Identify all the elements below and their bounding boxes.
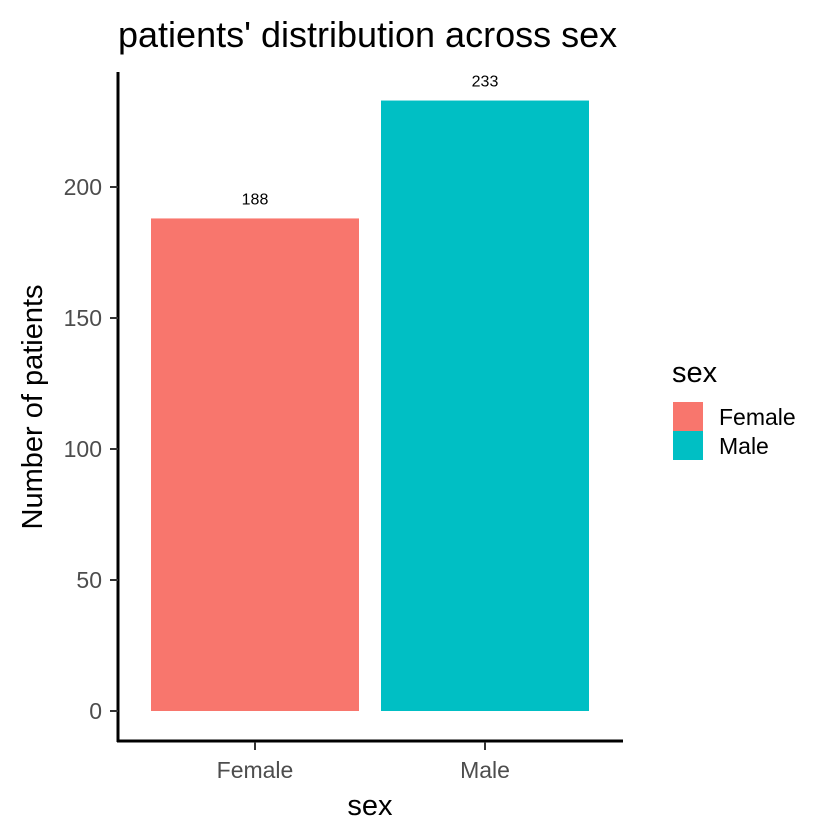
legend-title: sex [672,357,718,389]
data-label-male: 233 [472,74,499,91]
legend-label-male: Male [719,433,769,459]
y-tick-label-0: 0 [89,698,102,724]
y-tick-label-50: 50 [76,567,102,593]
bar-female [151,218,359,711]
x-axis-ticks: Female Male [217,742,510,783]
legend-label-female: Female [719,404,796,430]
x-tick-label-male: Male [460,757,510,783]
chart-title: patients' distribution across sex [118,14,617,55]
x-tick-label-female: Female [217,757,294,783]
x-axis-title: sex [347,790,393,822]
y-axis-ticks: 0 50 100 150 200 [64,174,118,724]
legend-swatch-female [673,402,703,431]
bars-group [151,100,589,712]
y-tick-label-200: 200 [64,174,102,200]
data-labels-group: 188 233 [242,74,499,209]
bar-male [381,100,589,712]
y-tick-label-150: 150 [64,305,102,331]
legend: sex Female Male [672,357,796,460]
data-label-female: 188 [242,191,269,208]
legend-entries: Female Male [673,402,796,460]
y-tick-label-100: 100 [64,436,102,462]
legend-swatch-male [673,431,703,460]
y-axis-title: Number of patients [17,284,49,529]
